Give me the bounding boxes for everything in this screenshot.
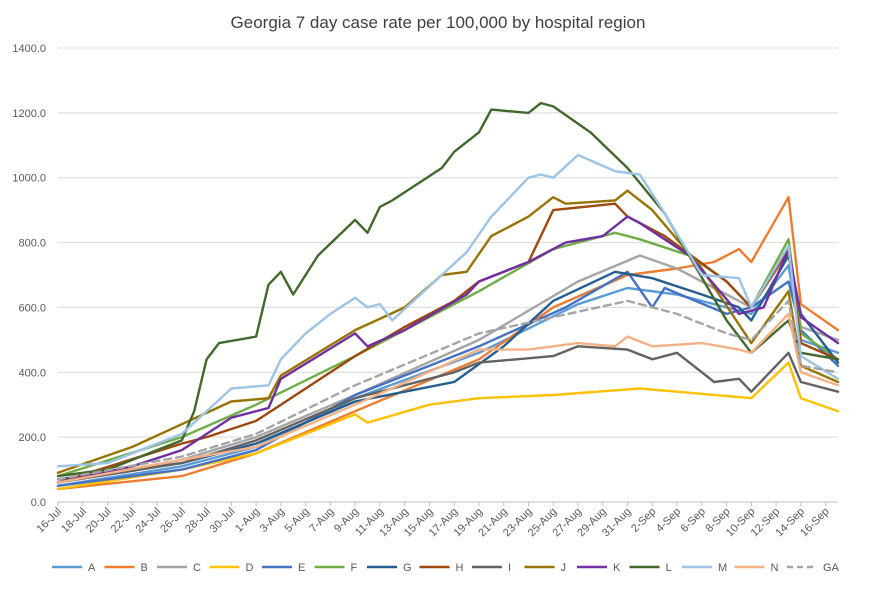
legend-item-b: B: [104, 562, 148, 574]
x-tick-label: 2-Sep: [629, 506, 658, 535]
x-tick-label: 18-Jul: [59, 506, 89, 536]
x-axis: 16-Jul18-Jul20-Jul22-Jul24-Jul26-Jul28-J…: [34, 501, 838, 539]
y-tick-label: 400.0: [18, 367, 46, 379]
legend-item-n: N: [734, 562, 779, 574]
legend-label: G: [403, 562, 412, 574]
legend-label: C: [193, 562, 201, 574]
legend-item-a: A: [52, 562, 96, 574]
series-line-i: [56, 345, 840, 484]
series-line-k: [56, 215, 840, 484]
x-tick-label: 22-Jul: [109, 506, 139, 536]
legend-label: H: [456, 562, 464, 574]
legend-label: E: [298, 562, 305, 574]
x-tick-label: 24-Jul: [133, 506, 163, 536]
legend-item-f: F: [314, 562, 358, 574]
y-tick-label: 800.0: [18, 238, 46, 250]
legend-item-i: I: [472, 562, 511, 574]
y-axis: 0.0 200.0 400.0 600.0 800.0 1000.0 1200.0 1400.…: [12, 43, 46, 509]
y-tick-label: 0.0: [31, 497, 46, 509]
y-tick-label: 200.0: [18, 432, 46, 444]
x-tick-label: 28-Jul: [183, 506, 213, 536]
legend-label: A: [88, 562, 96, 574]
series-line-c: [56, 251, 840, 484]
x-tick-label: 6-Sep: [679, 506, 708, 535]
y-tick-label: 1400.0: [12, 43, 46, 55]
legend: A B C D E F G H I J K L M N GA: [52, 562, 840, 574]
series-line-m: [56, 153, 840, 468]
legend-item-c: C: [157, 562, 201, 574]
chart-title: Georgia 7 day case rate per 100,000 by h…: [231, 13, 646, 32]
legend-item-ga: GA: [787, 562, 840, 574]
legend-label: GA: [823, 562, 840, 574]
legend-item-k: K: [577, 562, 621, 574]
x-tick-label: 5-Aug: [282, 506, 311, 535]
legend-label: L: [666, 562, 672, 574]
legend-item-m: M: [682, 562, 727, 574]
x-tick-label: 1-Aug: [233, 506, 262, 535]
y-tick-label: 1200.0: [12, 108, 46, 120]
x-tick-label: 3-Aug: [258, 506, 287, 535]
legend-label: F: [351, 562, 358, 574]
x-tick-label: 20-Jul: [84, 506, 114, 536]
series-lines: [56, 101, 840, 491]
legend-label: J: [561, 562, 567, 574]
series-line-n: [56, 312, 840, 484]
legend-item-d: D: [209, 562, 254, 574]
y-tick-label: 600.0: [18, 302, 46, 314]
x-tick-label: 4-Sep: [654, 506, 683, 535]
y-tick-label: 1000.0: [12, 173, 46, 185]
legend-label: M: [718, 562, 727, 574]
x-tick-label: 7-Aug: [307, 506, 336, 535]
legend-item-j: J: [524, 562, 567, 574]
legend-label: B: [141, 562, 148, 574]
legend-item-h: H: [419, 562, 464, 574]
legend-item-e: E: [262, 562, 305, 574]
series-line-ga: [56, 299, 840, 481]
x-tick-label: 26-Jul: [158, 506, 188, 536]
legend-item-g: G: [367, 562, 412, 574]
series-line-h: [56, 202, 840, 484]
x-tick-label: 30-Jul: [208, 506, 238, 536]
legend-label: K: [613, 562, 621, 574]
legend-label: I: [508, 562, 511, 574]
series-line-j: [56, 189, 840, 474]
legend-label: D: [246, 562, 254, 574]
legend-item-l: L: [629, 562, 672, 574]
legend-label: N: [771, 562, 779, 574]
x-tick-label: 16-Jul: [34, 506, 64, 536]
series-line-d: [56, 361, 840, 491]
series-line-l: [56, 101, 840, 478]
